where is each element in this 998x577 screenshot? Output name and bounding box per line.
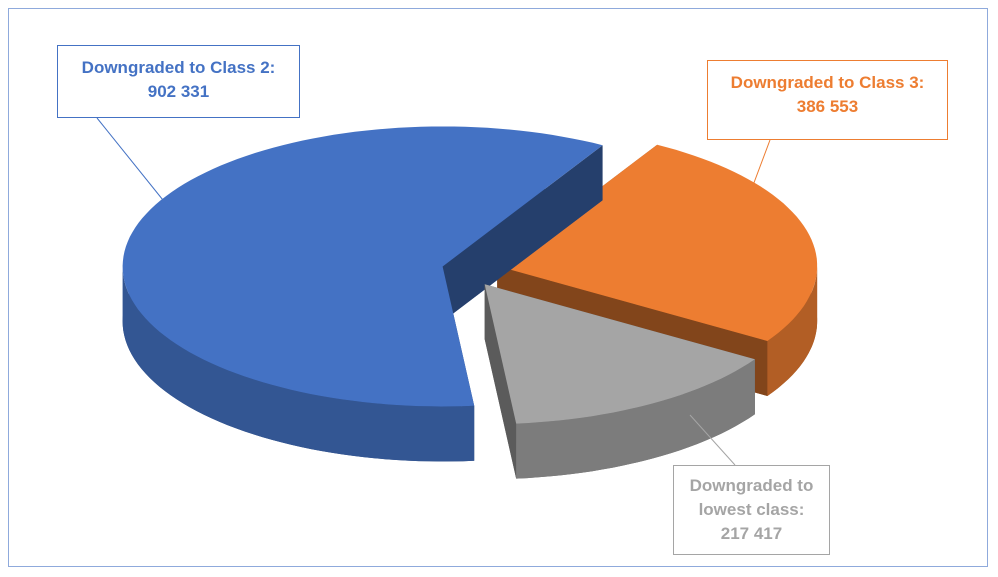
slice-top — [497, 144, 818, 341]
label-name: Downgraded to lowest class: — [689, 476, 814, 519]
callout-line — [689, 414, 736, 466]
slice-wall — [442, 145, 603, 322]
slice-side — [767, 266, 818, 396]
label-name: Downgraded to Class 2: — [81, 58, 276, 77]
callout-line — [96, 117, 176, 216]
label-value: 386 553 — [796, 97, 859, 116]
callout: Downgraded to Class 2: 902 331 — [57, 45, 300, 118]
callout: Downgraded to Class 3: 386 553 — [707, 60, 948, 140]
slice-top — [484, 284, 755, 424]
slice-side — [122, 266, 475, 462]
callout: Downgraded to lowest class: 217 417 — [673, 465, 830, 555]
label-value: 217 417 — [720, 524, 783, 543]
slice-wall — [484, 284, 517, 479]
chart-frame — [8, 8, 988, 567]
label-name: Downgraded to Class 3: — [730, 73, 925, 92]
label-value: 902 331 — [147, 82, 210, 101]
slice-top — [122, 126, 603, 407]
callout-line — [751, 139, 771, 189]
pie-slice — [484, 284, 755, 479]
slice-side — [516, 359, 755, 479]
pie-slice — [122, 126, 603, 462]
